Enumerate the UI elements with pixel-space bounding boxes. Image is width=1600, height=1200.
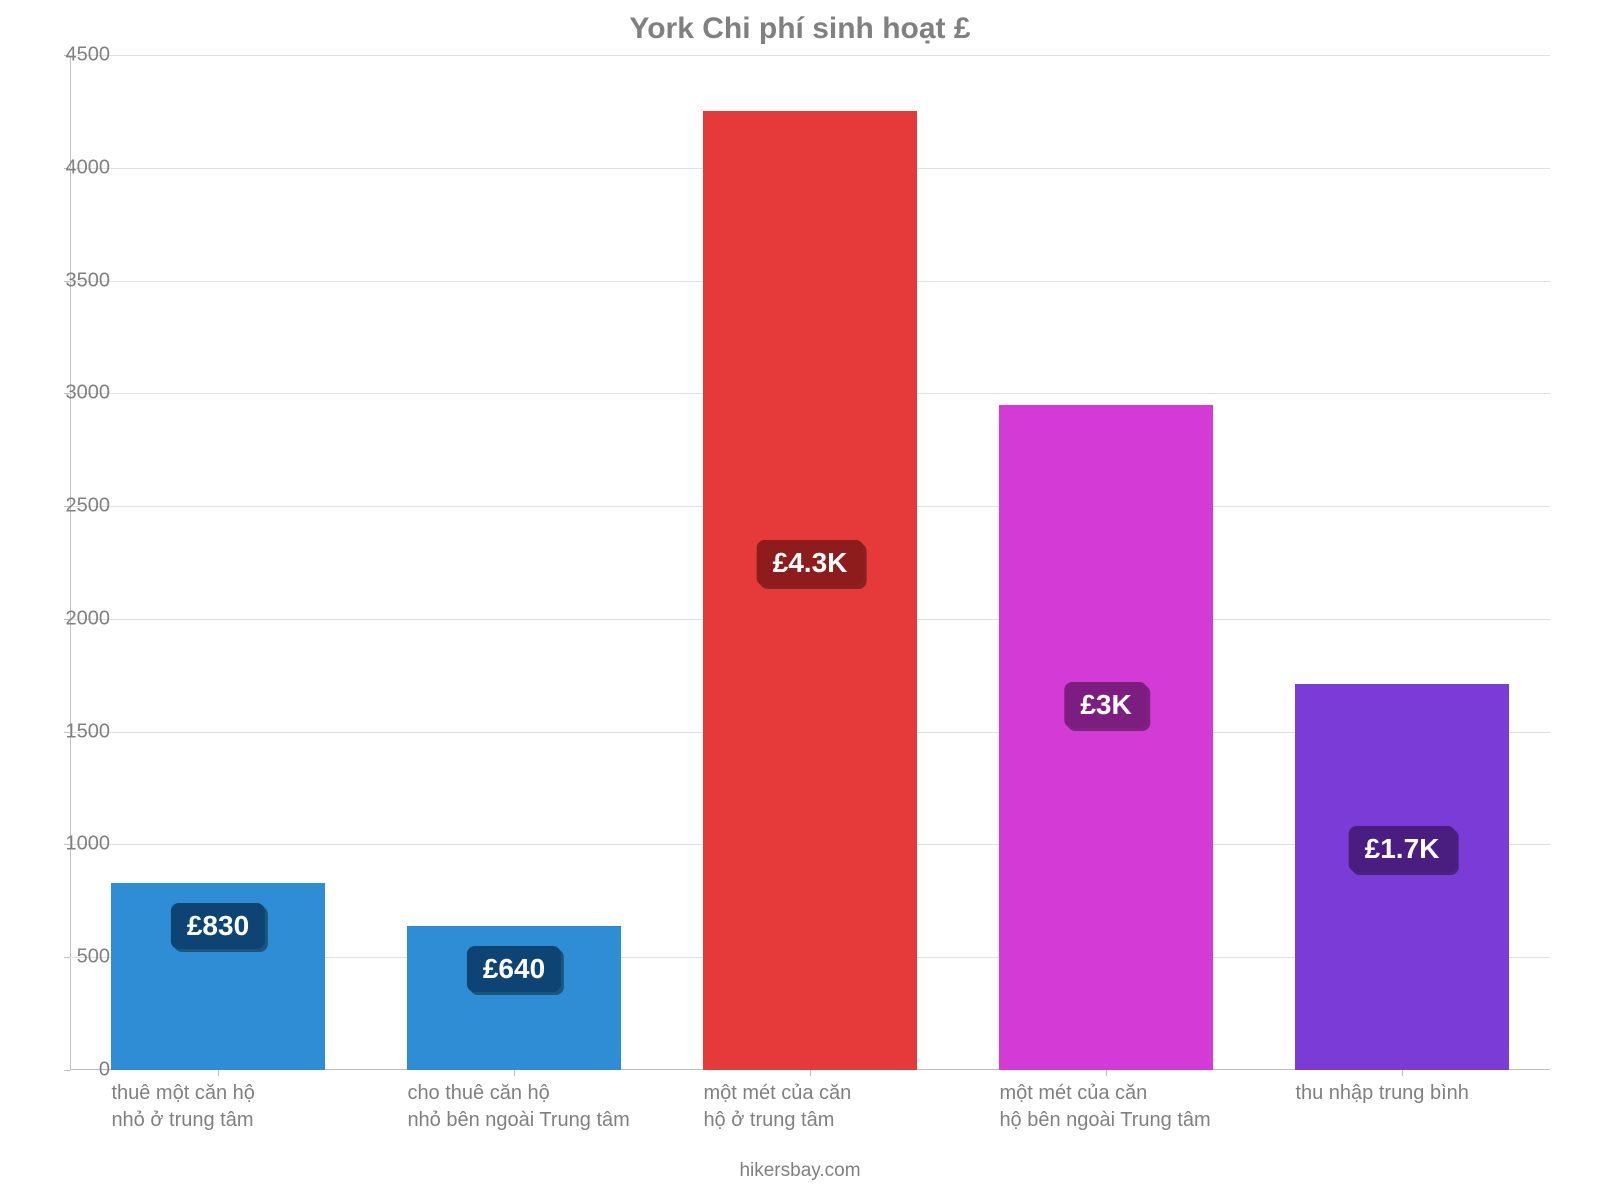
x-tick-mark (514, 1070, 515, 1076)
y-tick-label: 2500 (10, 495, 110, 518)
y-tick-label: 0 (10, 1059, 110, 1082)
y-tick-label: 3500 (10, 269, 110, 292)
bar-value-label: £830 (171, 903, 265, 949)
bar-value-label: £640 (467, 946, 561, 992)
y-tick-label: 3000 (10, 382, 110, 405)
chart-footer: hikersbay.com (739, 1160, 860, 1182)
bar (703, 111, 916, 1070)
bar-value-label: £4.3K (757, 540, 864, 586)
y-tick-label: 2000 (10, 607, 110, 630)
x-axis-label: thuê một căn hộ nhỏ ở trung tâm (111, 1080, 254, 1134)
y-tick-label: 1000 (10, 833, 110, 856)
y-axis-line (70, 55, 71, 1070)
x-axis-label: một mét của căn hộ bên ngoài Trung tâm (999, 1080, 1210, 1134)
y-tick-label: 4000 (10, 156, 110, 179)
x-tick-mark (218, 1070, 219, 1076)
bar (1295, 684, 1508, 1070)
bar-value-label: £3K (1064, 682, 1147, 728)
bar (999, 405, 1212, 1070)
y-tick-label: 1500 (10, 720, 110, 743)
x-tick-mark (1402, 1070, 1403, 1076)
gridline (70, 55, 1550, 56)
chart-container: York Chi phí sinh hoạt £ £830 £640 £4.3K £3… (0, 0, 1600, 1200)
y-tick-label: 500 (10, 946, 110, 969)
bar-value-label: £1.7K (1349, 826, 1456, 872)
x-tick-mark (1106, 1070, 1107, 1076)
y-tick-label: 4500 (10, 44, 110, 67)
chart-title: York Chi phí sinh hoạt £ (629, 12, 970, 46)
x-axis-label: thu nhập trung bình (1295, 1080, 1468, 1107)
x-tick-mark (810, 1070, 811, 1076)
x-axis-label: một mét của căn hộ ở trung tâm (703, 1080, 851, 1134)
x-axis-label: cho thuê căn hộ nhỏ bên ngoài Trung tâm (407, 1080, 629, 1134)
plot-area: £830 £640 £4.3K £3K £1.7K (70, 55, 1550, 1070)
